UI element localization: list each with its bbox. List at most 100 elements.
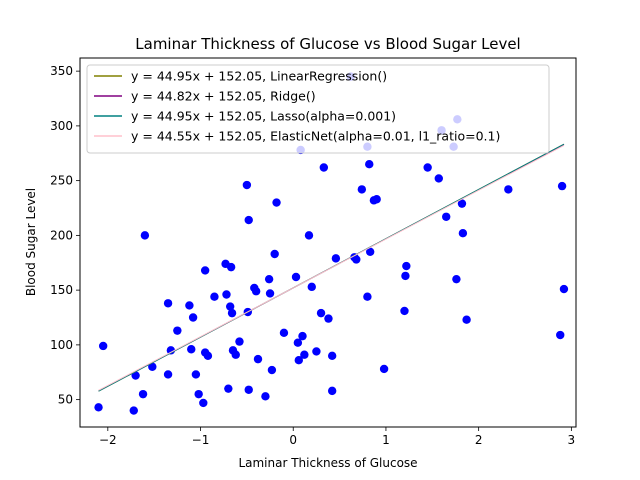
x-tick-label: 3 — [568, 433, 576, 447]
data-point — [187, 345, 196, 354]
data-point — [402, 261, 411, 271]
data-point — [140, 231, 150, 240]
data-point — [304, 231, 314, 240]
data-point — [224, 384, 233, 393]
y-tick-label: 100 — [50, 338, 73, 352]
x-tick-label: −1 — [192, 433, 210, 447]
data-point — [265, 289, 275, 298]
data-point — [270, 249, 279, 259]
data-point — [504, 185, 513, 194]
data-point — [307, 282, 316, 292]
legend-entries: y = 44.95x + 152.05, LinearRegression() y… — [94, 69, 500, 144]
data-point — [434, 174, 443, 183]
data-point — [331, 254, 341, 263]
data-point — [327, 386, 337, 396]
data-point — [163, 370, 173, 379]
y-axis-label: Blood Sugar Level — [24, 188, 38, 296]
data-point — [452, 274, 461, 284]
y-tick-label: 150 — [50, 283, 73, 297]
data-point — [163, 299, 173, 308]
data-point — [199, 398, 208, 408]
data-point — [363, 292, 372, 301]
data-point — [166, 346, 176, 355]
data-point — [279, 328, 289, 338]
data-point — [294, 356, 303, 365]
data-point — [244, 385, 253, 394]
data-point — [210, 292, 219, 301]
data-point — [200, 266, 210, 275]
data-point — [264, 274, 274, 284]
x-tick-label: 1 — [382, 433, 390, 447]
data-point — [148, 362, 157, 371]
data-point — [319, 163, 329, 172]
x-tick-label: −2 — [99, 433, 117, 447]
data-point — [365, 247, 375, 257]
data-point — [226, 262, 236, 272]
data-point — [98, 341, 108, 351]
plot-area: −2 −1 0 1 2 3 50 100 150 200 250 300 350 — [50, 57, 577, 447]
data-point — [94, 403, 103, 412]
data-point — [242, 180, 252, 190]
data-point — [423, 163, 432, 172]
data-point — [231, 350, 240, 359]
data-point — [458, 228, 468, 238]
data-point — [227, 308, 237, 318]
data-point — [379, 364, 389, 374]
data-point — [225, 302, 235, 311]
data-point — [401, 271, 410, 281]
data-point — [559, 284, 569, 294]
data-point — [272, 198, 281, 207]
data-point — [556, 330, 565, 340]
data-point — [261, 392, 270, 401]
x-axis-ticks: −2 −1 0 1 2 3 — [99, 427, 575, 447]
legend-label-3: y = 44.55x + 152.05, ElasticNet(alpha=0.… — [131, 129, 500, 144]
data-point — [267, 365, 277, 375]
regression-line-3 — [98, 145, 565, 391]
axes-frame — [79, 57, 577, 428]
data-point — [131, 371, 140, 380]
data-point — [253, 354, 263, 364]
data-point — [457, 199, 467, 208]
data-point — [222, 290, 231, 299]
legend-box — [86, 64, 550, 154]
legend-label-1: y = 44.82x + 152.05, Ridge() — [131, 89, 316, 104]
data-point — [293, 338, 303, 347]
data-point — [138, 389, 148, 399]
legend-label-0: y = 44.95x + 152.05, LinearRegression() — [131, 69, 387, 84]
data-point — [185, 301, 194, 310]
data-point — [327, 351, 337, 361]
data-point — [365, 160, 374, 169]
y-tick-label: 50 — [58, 393, 73, 407]
y-tick-label: 250 — [50, 174, 73, 188]
x-axis-label: Laminar Thickness of Glucose — [238, 456, 417, 470]
data-point — [203, 351, 213, 361]
data-point — [324, 314, 333, 323]
data-point — [352, 255, 361, 264]
data-point — [557, 181, 567, 191]
data-point — [400, 306, 409, 316]
data-point — [462, 315, 471, 324]
x-tick-label: 0 — [289, 433, 297, 447]
data-point — [173, 326, 182, 335]
legend: y = 44.95x + 152.05, LinearRegression() y… — [86, 64, 550, 154]
data-point — [442, 212, 451, 221]
data-point — [129, 406, 138, 415]
y-tick-label: 300 — [50, 119, 73, 133]
data-point — [372, 195, 381, 204]
data-point — [291, 272, 301, 282]
chart-title: Laminar Thickness of Glucose vs Blood Su… — [135, 35, 520, 53]
data-point — [312, 347, 321, 356]
legend-label-2: y = 44.95x + 152.05, Lasso(alpha=0.001) — [131, 109, 396, 124]
data-point — [194, 389, 203, 399]
y-tick-label: 350 — [50, 64, 73, 78]
data-point — [357, 185, 367, 194]
data-point — [191, 370, 201, 379]
data-point — [298, 331, 307, 341]
scatter-points — [94, 72, 569, 415]
regression-lines — [98, 143, 565, 392]
data-point — [244, 215, 253, 225]
data-point — [188, 313, 198, 322]
x-tick-label: 2 — [475, 433, 483, 447]
y-axis-ticks: 50 100 150 200 250 300 350 — [50, 64, 80, 407]
